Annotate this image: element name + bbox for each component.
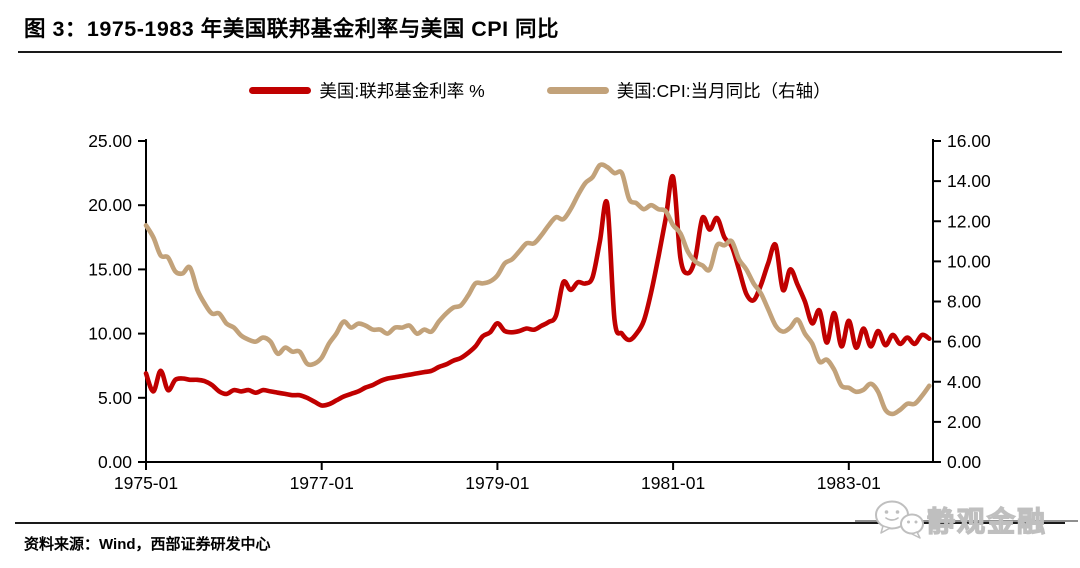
y-axis-right-label: 8.00 (947, 292, 981, 312)
y-axis-right-label: 2.00 (947, 412, 981, 432)
title-divider (18, 51, 1062, 53)
y-axis-right-label: 16.00 (947, 131, 991, 151)
y-axis-right-label: 14.00 (947, 171, 991, 191)
fed-funds-rate-line (143, 173, 932, 408)
legend-item-fed-funds: 美国:联邦基金利率 % (249, 78, 485, 103)
legend-label-cpi: 美国:CPI:当月同比（右轴） (616, 81, 831, 101)
y-axis-left-label: 0.00 (98, 452, 132, 472)
y-axis-right-label: 10.00 (947, 251, 991, 271)
x-axis-label: 1979-01 (465, 473, 529, 493)
cpi-line-swatch (546, 87, 609, 94)
watermark-text: 静观金融 (926, 505, 1048, 537)
source-divider (15, 522, 1065, 524)
y-axis-right-label: 4.00 (947, 372, 981, 392)
y-axis-right-label: 0.00 (947, 452, 981, 472)
wechat-icon (875, 500, 924, 539)
x-axis-label: 1981-01 (641, 473, 705, 493)
y-axis-left-label: 25.00 (88, 131, 132, 151)
y-axis-left-label: 15.00 (88, 259, 132, 279)
y-axis-right-label: 12.00 (947, 211, 991, 231)
chart-legend: 美国:联邦基金利率 % 美国:CPI:当月同比（右轴） (0, 78, 1080, 103)
legend-label-fed-funds: 美国:联邦基金利率 % (319, 81, 485, 101)
fed-funds-line-swatch (249, 87, 312, 94)
y-axis-left-label: 5.00 (98, 388, 132, 408)
x-axis-label: 1975-01 (114, 473, 178, 493)
y-axis-left-label: 20.00 (88, 195, 132, 215)
legend-item-cpi: 美国:CPI:当月同比（右轴） (546, 78, 831, 103)
source-note: 资料来源：Wind，西部证券研发中心 (24, 536, 271, 553)
x-axis-label: 1983-01 (817, 473, 881, 493)
brand-watermark: 静观金融 (855, 494, 1078, 546)
y-axis-right-label: 6.00 (947, 332, 981, 352)
chart-title: 图 3：1975-1983 年美国联邦基金利率与美国 CPI 同比 (24, 17, 560, 41)
watermark-line (855, 520, 1078, 522)
y-axis-left-label: 10.00 (88, 324, 132, 344)
cpi-yoy-line (143, 162, 932, 417)
x-axis-label: 1977-01 (290, 473, 354, 493)
